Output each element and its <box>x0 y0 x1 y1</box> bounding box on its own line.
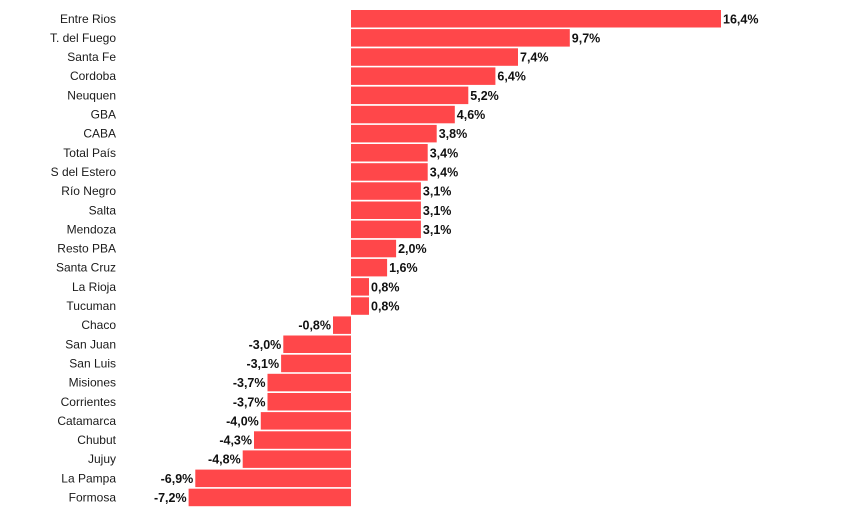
bar <box>195 469 351 488</box>
bar <box>351 67 496 85</box>
bar <box>351 48 518 66</box>
value-label: 3,1% <box>423 185 452 199</box>
bar <box>333 316 351 334</box>
category-label: La Rioja <box>72 280 116 294</box>
category-label: Tucuman <box>66 299 116 313</box>
value-label: 3,8% <box>439 127 468 141</box>
value-label: -6,9% <box>161 472 194 486</box>
category-label: Salta <box>89 203 117 217</box>
value-label: 3,4% <box>430 165 459 179</box>
bars-group <box>188 10 721 507</box>
value-label: 0,8% <box>371 280 400 294</box>
bar <box>351 86 469 105</box>
bar <box>351 10 721 28</box>
category-label: S del Estero <box>51 165 117 179</box>
value-label: -3,1% <box>246 357 279 371</box>
value-label: -7,2% <box>154 491 187 505</box>
bar <box>351 297 369 315</box>
category-label: Resto PBA <box>57 242 116 256</box>
category-label: Jujuy <box>88 452 116 466</box>
category-label: T. del Fuego <box>50 31 116 45</box>
category-label: Catamarca <box>57 414 116 428</box>
value-label: -3,7% <box>233 376 266 390</box>
bar <box>267 373 351 392</box>
value-label: -3,7% <box>233 395 266 409</box>
category-label: Misiones <box>69 376 116 390</box>
category-label: Chaco <box>81 318 116 332</box>
bar <box>351 239 397 258</box>
category-label: Formosa <box>69 491 117 505</box>
bar <box>267 393 351 411</box>
value-label: 6,4% <box>497 70 526 84</box>
value-labels-group: 16,4% 9,7% 7,4% 6,4% 5,2% 4,6% 3,8% 3,4% 3,4% 3,1… <box>154 12 759 505</box>
bar <box>351 124 437 143</box>
value-label: -4,0% <box>226 414 259 428</box>
bar <box>351 144 428 162</box>
value-label: 5,2% <box>470 89 499 103</box>
value-label: -4,8% <box>208 453 241 467</box>
value-label: 3,4% <box>430 146 459 160</box>
bar <box>283 335 351 353</box>
value-label: 2,0% <box>398 242 427 256</box>
category-label: Santa Fe <box>67 50 116 64</box>
bar <box>351 201 421 219</box>
category-label: Mendoza <box>67 222 117 236</box>
value-label: 16,4% <box>723 12 758 26</box>
value-label: 0,8% <box>371 300 400 314</box>
bar <box>351 105 455 124</box>
category-label: GBA <box>91 108 116 122</box>
category-label: San Luis <box>69 356 116 370</box>
category-label: CABA <box>83 127 116 141</box>
bar <box>351 29 570 47</box>
category-label: Chubut <box>77 433 116 447</box>
category-label: Santa Cruz <box>56 261 116 275</box>
category-label: Río Negro <box>61 184 116 198</box>
category-labels-group: Entre Rios T. del Fuego Santa Fe Cordoba Neu… <box>50 12 117 505</box>
bar <box>351 278 369 296</box>
value-label: -3,0% <box>249 338 282 352</box>
bar <box>351 258 388 277</box>
value-label: 7,4% <box>520 51 549 65</box>
category-label: Total País <box>63 146 116 160</box>
category-label: San Juan <box>65 337 116 351</box>
bar <box>242 450 351 468</box>
value-label: 3,1% <box>423 223 452 237</box>
value-label: -4,3% <box>219 434 252 448</box>
value-label: -0,8% <box>298 319 331 333</box>
bar <box>260 412 351 430</box>
bar <box>351 220 421 239</box>
bar <box>351 163 428 181</box>
category-label: Entre Rios <box>60 12 116 26</box>
category-label: La Pampa <box>61 471 116 485</box>
value-label: 9,7% <box>572 31 601 45</box>
bar <box>281 354 351 373</box>
bar <box>254 431 351 449</box>
value-label: 4,6% <box>457 108 486 122</box>
category-label: Corrientes <box>61 395 116 409</box>
bar <box>188 488 351 507</box>
value-label: 1,6% <box>389 261 418 275</box>
bar <box>351 182 421 200</box>
category-label: Neuquen <box>67 88 116 102</box>
category-label: Cordoba <box>70 69 116 83</box>
value-label: 3,1% <box>423 204 452 218</box>
